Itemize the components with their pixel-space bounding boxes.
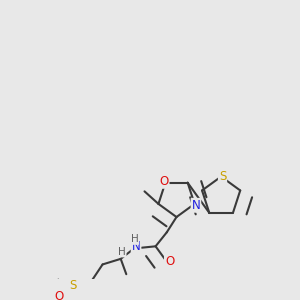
Text: O: O	[55, 290, 64, 300]
Text: H: H	[131, 234, 139, 244]
Text: S: S	[70, 279, 77, 292]
Text: N: N	[192, 199, 200, 212]
Text: N: N	[132, 240, 140, 253]
Text: O: O	[165, 255, 174, 268]
Text: S: S	[219, 170, 226, 183]
Text: H: H	[118, 247, 126, 257]
Text: O: O	[159, 175, 169, 188]
